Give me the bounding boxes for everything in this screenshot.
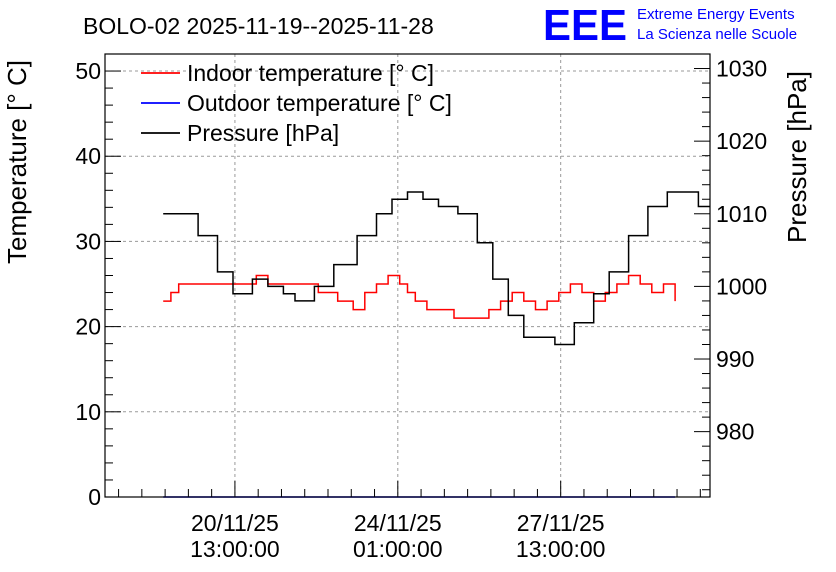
legend-pressure: Pressure [hPa] (141, 120, 339, 146)
y-tick-label: 40 (75, 143, 101, 169)
y2-axis-label: Pressure [hPa] (782, 71, 812, 243)
pressure-line (163, 191, 710, 346)
x-tick-label-time: 13:00:00 (190, 536, 280, 562)
left-axis-tick-labels: 0 10 20 30 40 50 (75, 58, 101, 510)
chart-title: BOLO-02 2025-11-19--2025-11-28 (83, 13, 434, 39)
legend: Indoor temperature [° C] Outdoor temperat… (141, 60, 452, 146)
ticks (105, 68, 710, 498)
y2-tick-label: 1030 (716, 56, 767, 82)
x-tick-label-time: 01:00:00 (353, 536, 443, 562)
x-tick-label-date: 20/11/25 (191, 510, 279, 536)
legend-indoor: Indoor temperature [° C] (141, 60, 434, 86)
y-tick-label: 20 (75, 314, 101, 340)
eee-logo-line2: La Scienza nelle Scuole (637, 26, 797, 43)
y2-tick-label: 980 (716, 419, 754, 445)
right-axis-tick-labels: 980 990 1000 1010 1020 1030 (716, 56, 767, 445)
legend-outdoor: Outdoor temperature [° C] (141, 90, 452, 116)
y2-tick-label: 1020 (716, 128, 767, 154)
y-tick-label: 50 (75, 58, 101, 84)
y2-tick-label: 990 (716, 346, 754, 372)
x-tick-label-date: 24/11/25 (354, 510, 442, 536)
x-tick-label-time: 13:00:00 (516, 536, 606, 562)
legend-label: Pressure [hPa] (187, 120, 339, 146)
eee-logo-line1: Extreme Energy Events (637, 6, 795, 23)
y-axis-label: Temperature [° C] (2, 60, 32, 264)
y-tick-label: 10 (75, 399, 101, 425)
x-axis-tick-labels: 20/11/2513:00:0024/11/2501:00:0027/11/25… (190, 510, 605, 562)
x-tick-label-date: 27/11/25 (517, 510, 605, 536)
y2-tick-label: 1010 (716, 201, 767, 227)
y-tick-label: 30 (75, 228, 101, 254)
legend-label: Indoor temperature [° C] (187, 60, 434, 86)
eee-logo: EEE Extreme Energy Events La Scienza nel… (543, 1, 797, 50)
y2-tick-label: 1000 (716, 273, 767, 299)
eee-logo-mark: EEE (543, 1, 627, 50)
y-tick-label: 0 (88, 484, 101, 510)
legend-label: Outdoor temperature [° C] (187, 90, 452, 116)
